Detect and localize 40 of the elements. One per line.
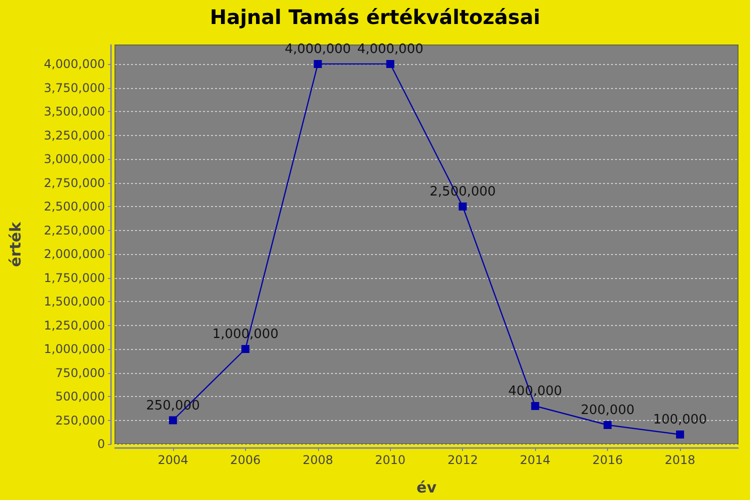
y-tick-label: 1,750,000: [44, 270, 105, 285]
chart-title: Hajnal Tamás értékváltozásai: [210, 5, 540, 29]
x-tick-label: 2006: [230, 453, 261, 467]
point: [168, 416, 177, 424]
y-tick-label: 750,000: [55, 366, 105, 380]
data-label: 4,000,000: [357, 42, 424, 57]
x-tick-label: 2004: [158, 453, 188, 467]
x-axis-title: év: [416, 478, 437, 496]
data-label: 4,000,000: [284, 42, 351, 57]
x-tick-label: 2014: [520, 453, 550, 467]
data-label: 200,000: [580, 403, 634, 418]
x-tick-label: 2012: [447, 453, 478, 467]
point: [676, 430, 684, 438]
y-tick-label: 2,750,000: [44, 176, 105, 190]
y-tick-label: 2,250,000: [44, 223, 105, 238]
point: [241, 345, 250, 353]
y-tick-label: 3,500,000: [44, 104, 105, 118]
point: [458, 202, 467, 210]
y-tick-label: 3,750,000: [44, 80, 105, 95]
x-tick-label: 2008: [302, 453, 334, 467]
y-tick-label: 3,000,000: [44, 152, 105, 166]
point: [314, 60, 322, 68]
point: [531, 402, 540, 410]
point: [386, 60, 394, 68]
y-tick-label: 2,500,000: [44, 200, 105, 214]
y-tick-label: 1,000,000: [44, 342, 105, 356]
y-tick-label: 500,000: [55, 390, 105, 404]
y-tick-label: 1,500,000: [44, 294, 105, 308]
y-tick-label: 1,250,000: [44, 318, 105, 332]
point: [604, 421, 612, 429]
x-tick-label: 2010: [375, 453, 406, 467]
y-tick-label: 250,000: [55, 413, 105, 428]
y-tick-label: 2,000,000: [44, 247, 105, 261]
y-axis-title: érték: [6, 221, 24, 267]
x-tick-label: 2016: [592, 453, 623, 467]
y-tick-label: 4,000,000: [44, 57, 105, 71]
y-tick-label: 3,250,000: [44, 128, 105, 142]
data-label: 100,000: [653, 412, 707, 428]
x-tick-label: 2018: [664, 453, 696, 467]
y-tick-label: 0: [97, 437, 105, 451]
